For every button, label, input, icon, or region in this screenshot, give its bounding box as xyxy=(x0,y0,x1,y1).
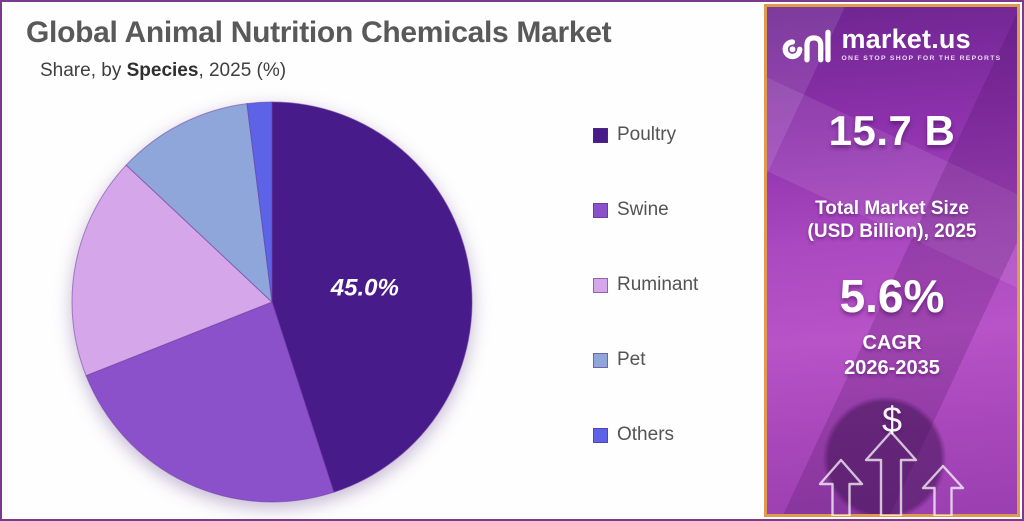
cagr-value: 5.6% xyxy=(839,270,945,322)
pie-slice-pet xyxy=(125,103,273,304)
market-size-label-line1: Total Market Size xyxy=(815,198,969,219)
pie-slice-others xyxy=(246,101,273,303)
legend-swatch xyxy=(593,427,608,443)
logo-text: market.us ONE STOP SHOP FOR THE REPORTS xyxy=(841,24,1002,63)
page-title: Global Animal Nutrition Chemicals Market xyxy=(26,16,612,49)
legend-label: Pet xyxy=(617,349,646,370)
pie-chart-container: 45.0% xyxy=(67,97,477,507)
page-subtitle: Share, by Species, 2025 (%) xyxy=(40,60,286,82)
subtitle-emphasis: Species xyxy=(126,60,199,81)
legend-item-pet: Pet xyxy=(593,349,698,371)
legend-item-others: Others xyxy=(593,424,698,446)
pie-slice-poultry xyxy=(271,101,473,493)
pie-slice-swine xyxy=(85,301,335,503)
legend-item-ruminant: Ruminant xyxy=(593,274,698,296)
pie-chart: 45.0% xyxy=(71,101,473,503)
legend-swatch xyxy=(593,202,608,218)
cagr-label-line1: CAGR xyxy=(862,332,922,354)
chart-legend: Poultry Swine Ruminant Pet Others xyxy=(593,124,698,446)
stats-panel: market.us ONE STOP SHOP FOR THE REPORTS … xyxy=(764,4,1020,517)
market-size-label: Total Market Size (USD Billion), 2025 xyxy=(767,197,1017,243)
legend-item-poultry: Poultry xyxy=(593,124,698,146)
legend-label: Others xyxy=(617,424,675,445)
legend-item-swine: Swine xyxy=(593,199,698,221)
legend-swatch xyxy=(593,352,608,368)
legend-swatch xyxy=(593,127,608,143)
growth-arrows-icon xyxy=(818,430,965,516)
logo-name: market.us xyxy=(841,24,971,54)
pie-slice-ruminant xyxy=(71,164,273,377)
legend-label: Poultry xyxy=(617,124,677,145)
pie-slice-label: 45.0% xyxy=(330,274,399,301)
market-size-label-line2: (USD Billion), 2025 xyxy=(807,221,977,243)
legend-label: Swine xyxy=(617,199,669,220)
dollar-icon: $ xyxy=(881,399,903,440)
legend-swatch xyxy=(593,277,608,293)
cagr-label-line2: 2026-2035 xyxy=(844,357,940,379)
subtitle-prefix: Share, by xyxy=(40,60,127,81)
marketus-logo-icon xyxy=(783,29,832,63)
market-size-value: 15.7 B xyxy=(828,107,956,154)
legend-label: Ruminant xyxy=(617,274,699,295)
marketus-logo: market.us ONE STOP SHOP FOR THE REPORTS xyxy=(767,25,1017,67)
subtitle-suffix: , 2025 (%) xyxy=(198,60,287,81)
cagr-label: CAGR 2026-2035 xyxy=(767,331,1017,381)
logo-tagline: ONE STOP SHOP FOR THE REPORTS xyxy=(841,55,1002,63)
